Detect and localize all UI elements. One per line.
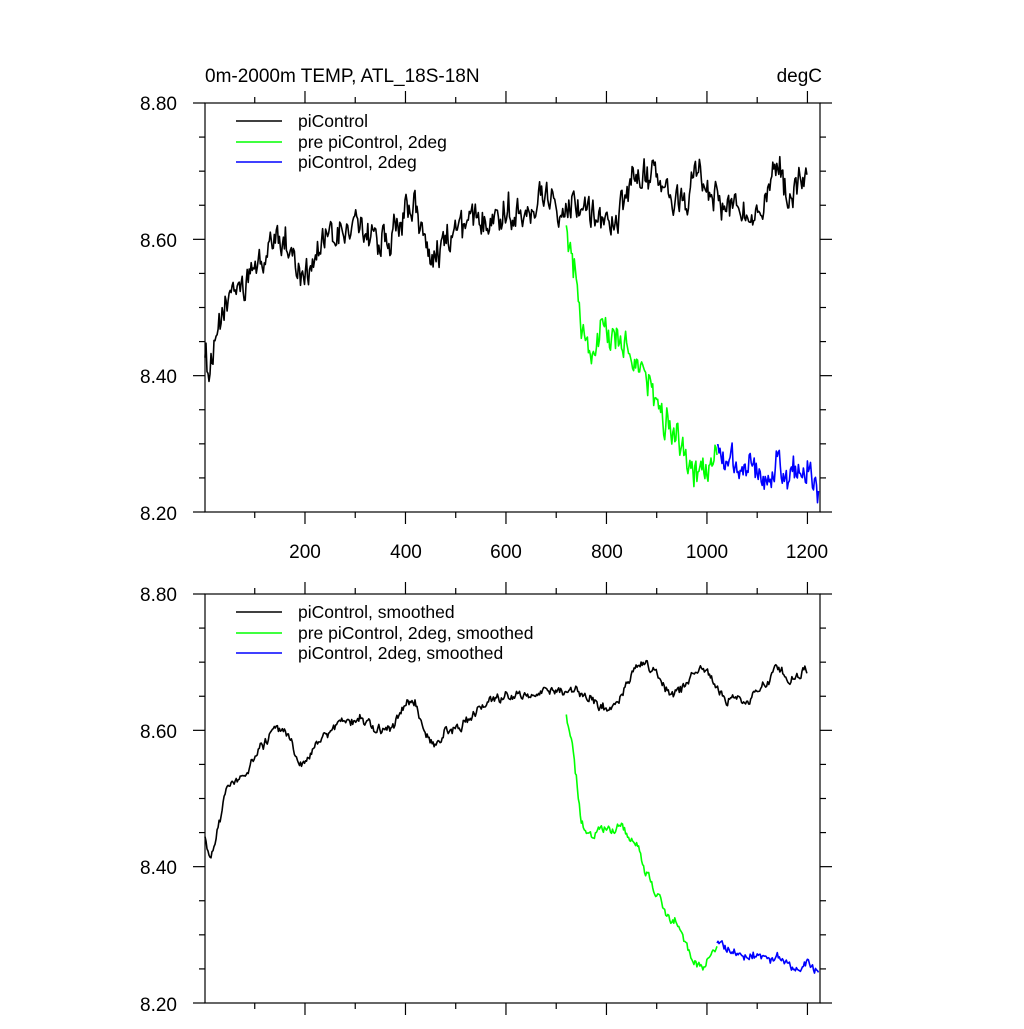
y-tick-label: 8.20 — [140, 995, 177, 1016]
y-tick-label: 8.60 — [140, 722, 177, 743]
plot-area — [204, 155, 820, 504]
x-tick-label: 1200 — [786, 542, 828, 563]
legend-label: piControl — [298, 111, 368, 131]
series-line — [716, 442, 820, 504]
x-tick-label: 600 — [490, 542, 522, 563]
legend-label: piControl, smoothed — [298, 602, 455, 622]
legend-label: piControl, 2deg — [298, 152, 417, 172]
units-label: degC — [777, 66, 822, 87]
chart-title: 0m-2000m TEMP, ATL_18S-18N — [205, 66, 480, 87]
legend-label: piControl, 2deg, smoothed — [298, 643, 503, 663]
series-line — [204, 659, 808, 859]
series-line — [565, 714, 718, 971]
plot-area — [204, 659, 820, 974]
axis-ticks — [193, 582, 832, 1015]
y-tick-label: 8.20 — [140, 504, 177, 525]
legend-label: pre piControl, 2deg — [298, 132, 447, 152]
panel-smoothed: 8.80 8.60 8.40 8.20 piControl, smoothed … — [140, 582, 832, 1016]
series-line — [716, 940, 820, 974]
x-tick-label: 400 — [390, 542, 422, 563]
legend: piControl, smoothed pre piControl, 2deg,… — [236, 602, 533, 663]
y-tick-label: 8.80 — [140, 94, 177, 115]
axis-ticks — [193, 91, 832, 524]
legend-label: pre piControl, 2deg, smoothed — [298, 623, 533, 643]
y-tick-label: 8.40 — [140, 367, 177, 388]
series-line — [565, 225, 718, 488]
series-line — [204, 155, 808, 383]
y-tick-label: 8.40 — [140, 858, 177, 879]
x-tick-label: 1000 — [686, 542, 728, 563]
x-tick-label: 800 — [591, 542, 623, 563]
panel-raw: 0m-2000m TEMP, ATL_18S-18N degC 8.80 8.6… — [140, 66, 832, 563]
y-tick-label: 8.80 — [140, 585, 177, 606]
x-tick-label: 200 — [289, 542, 321, 563]
legend: piControl pre piControl, 2deg piControl,… — [236, 111, 447, 172]
y-tick-label: 8.60 — [140, 231, 177, 252]
